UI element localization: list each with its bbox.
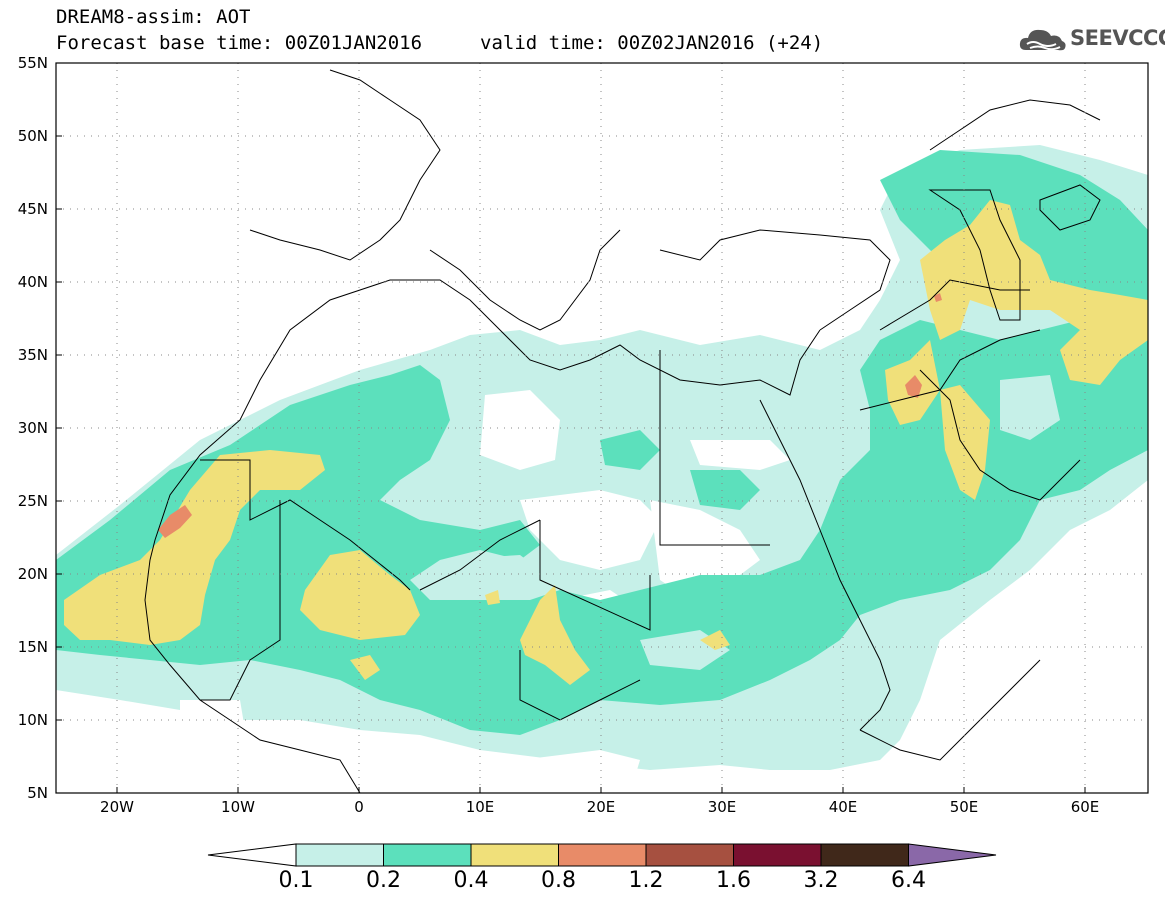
lat-label-10n: 10N <box>17 711 48 729</box>
coastlines <box>144 69 1101 793</box>
lat-label-55n: 55N <box>17 54 48 72</box>
lat-label-15n: 15N <box>17 638 48 656</box>
colorbar-label: 1.6 <box>716 868 751 893</box>
colorbar-swatch-1-6 <box>733 843 822 867</box>
aot-level-0-1-holes <box>440 375 1060 670</box>
colorbar-label: 6.4 <box>891 868 926 893</box>
colorbar-swatch-0-4 <box>470 843 559 867</box>
forecast-base-time: Forecast base time: 00Z01JAN2016 <box>56 32 423 54</box>
colorbar <box>207 843 997 867</box>
colorbar-swatch-0-1 <box>295 843 384 867</box>
lat-label-40n: 40N <box>17 273 48 291</box>
logo-text: SEEVCCC <box>1070 26 1165 50</box>
colorbar-label: 0.8 <box>541 868 576 893</box>
lat-lon-grid <box>56 63 1148 793</box>
cloud-icon <box>1019 29 1066 51</box>
aot-fields <box>56 145 1148 793</box>
colorbar-label: 0.4 <box>453 868 489 893</box>
aot-level-0-4 <box>64 200 1148 685</box>
colorbar-under-arrow <box>207 843 297 867</box>
colorbar-label: 3.2 <box>803 868 839 893</box>
lon-label-10w: 10W <box>221 798 255 816</box>
lon-label-40e: 40E <box>828 798 858 816</box>
lon-label-0: 0 <box>354 798 364 816</box>
colorbar-label: 1.2 <box>628 868 664 893</box>
lat-label-45n: 45N <box>17 200 48 218</box>
colorbar-swatch-3-2 <box>820 843 909 867</box>
lat-label-35n: 35N <box>17 346 48 364</box>
lat-label-50n: 50N <box>17 127 48 145</box>
lat-label-20n: 20N <box>17 565 48 583</box>
colorbar-over-arrow <box>908 843 997 867</box>
lon-label-10e: 10E <box>465 798 495 816</box>
lon-label-50e: 50E <box>949 798 979 816</box>
lon-label-20w: 20W <box>100 798 134 816</box>
lat-label-25n: 25N <box>17 492 48 510</box>
lon-label-60e: 60E <box>1070 798 1100 816</box>
lat-label-5n: 5N <box>27 784 48 802</box>
lon-label-30e: 30E <box>707 798 737 816</box>
lat-label-30n: 30N <box>17 419 48 437</box>
colorbar-label: 0.1 <box>278 868 314 893</box>
valid-time: valid time: 00Z02JAN2016 (+24) <box>480 32 824 54</box>
map-title: DREAM8-assim: AOT <box>56 6 251 28</box>
lon-label-20e: 20E <box>586 798 616 816</box>
colorbar-swatch-0-2 <box>383 843 472 867</box>
axis-ticks <box>56 62 1086 793</box>
aot-level-0-8 <box>158 293 942 538</box>
colorbar-label: 0.2 <box>366 868 401 893</box>
seevccc-logo: SEEVCCC <box>1018 22 1165 56</box>
colorbar-swatch-1-2 <box>645 843 734 867</box>
colorbar-swatch-0-8 <box>558 843 647 867</box>
